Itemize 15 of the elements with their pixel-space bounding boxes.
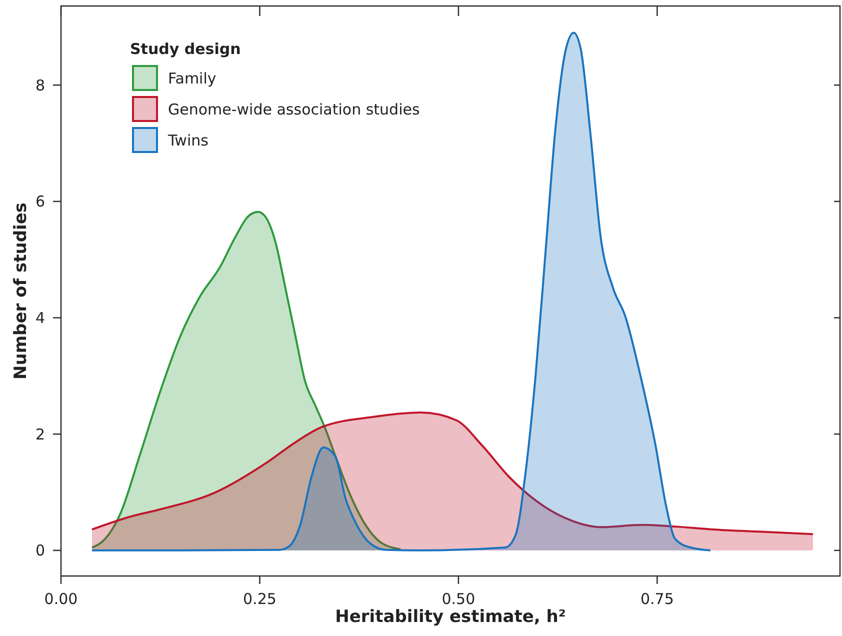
legend-title: Study design bbox=[130, 40, 241, 58]
x-tick-label: 0.75 bbox=[640, 590, 674, 608]
x-tick-label: 0.50 bbox=[442, 590, 476, 608]
y-tick-label: 8 bbox=[35, 76, 45, 94]
y-tick-label: 2 bbox=[35, 425, 45, 444]
legend-label: Genome-wide association studies bbox=[168, 100, 420, 118]
y-tick-label: 4 bbox=[35, 309, 45, 328]
x-tick-label: 0.00 bbox=[44, 590, 78, 608]
legend-label: Twins bbox=[167, 131, 209, 150]
y-axis-title: Number of studies bbox=[11, 202, 31, 380]
x-axis-title: Heritability estimate, h² bbox=[335, 607, 566, 627]
x-tick-label: 0.25 bbox=[243, 590, 276, 608]
y-tick-label: 6 bbox=[35, 192, 45, 211]
y-tick-label: 0 bbox=[35, 542, 45, 560]
legend-label: Family bbox=[168, 69, 216, 88]
